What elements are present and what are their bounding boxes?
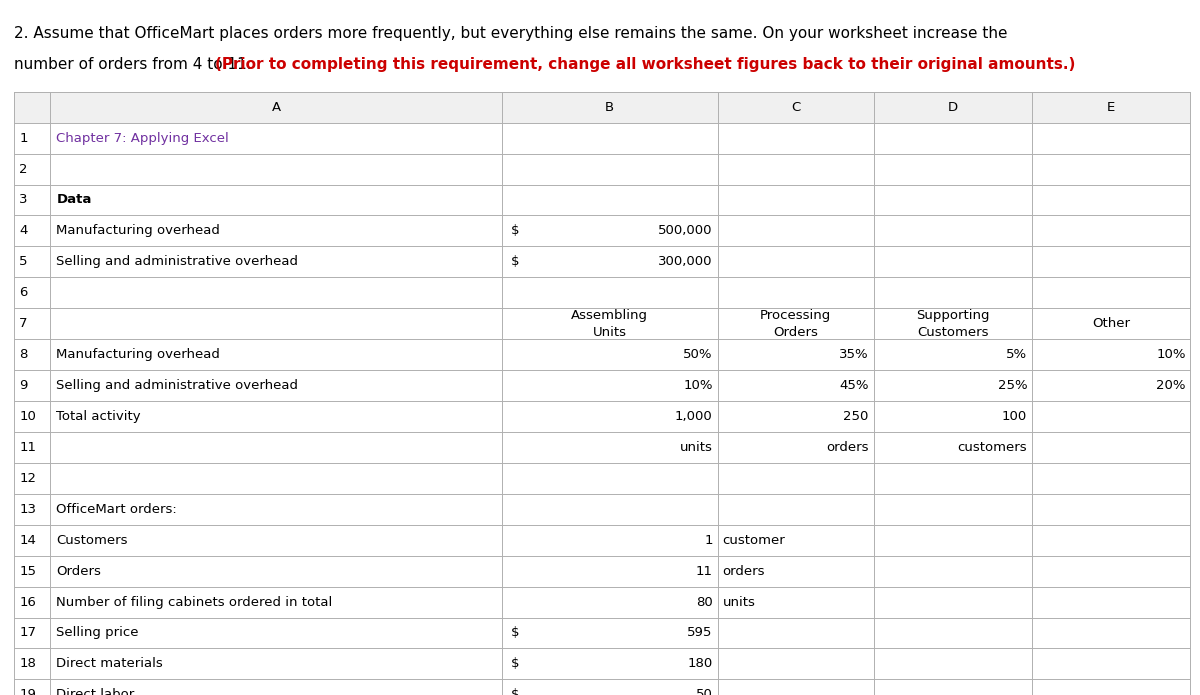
Text: Direct labor: Direct labor (56, 688, 134, 695)
Text: 80: 80 (696, 596, 713, 609)
Text: $: $ (511, 688, 520, 695)
Text: (Prior to completing this requirement, change all worksheet figures back to thei: (Prior to completing this requirement, c… (215, 57, 1075, 72)
Text: 250: 250 (844, 410, 869, 423)
Text: 5: 5 (19, 255, 28, 268)
Text: 100: 100 (1002, 410, 1027, 423)
Text: 2: 2 (19, 163, 28, 176)
Text: 11: 11 (696, 564, 713, 578)
Text: D: D (948, 101, 958, 114)
Text: 9: 9 (19, 379, 28, 392)
Text: Data: Data (56, 193, 91, 206)
Text: 1,000: 1,000 (676, 410, 713, 423)
Text: customers: customers (958, 441, 1027, 454)
Text: Manufacturing overhead: Manufacturing overhead (56, 224, 221, 238)
Text: Chapter 7: Applying Excel: Chapter 7: Applying Excel (56, 131, 229, 145)
Text: 4: 4 (19, 224, 28, 238)
Text: 180: 180 (688, 657, 713, 671)
Text: 17: 17 (19, 626, 36, 639)
Text: Selling price: Selling price (56, 626, 139, 639)
Text: OfficeMart orders:: OfficeMart orders: (56, 502, 178, 516)
Text: 6: 6 (19, 286, 28, 300)
Text: customer: customer (722, 534, 785, 547)
Text: 14: 14 (19, 534, 36, 547)
Text: 2. Assume that OfficeMart places orders more frequently, but everything else rem: 2. Assume that OfficeMart places orders … (14, 26, 1008, 42)
Text: E: E (1108, 101, 1115, 114)
Text: Direct materials: Direct materials (56, 657, 163, 671)
Text: 16: 16 (19, 596, 36, 609)
Text: Supporting
Customers: Supporting Customers (916, 309, 990, 338)
Text: 10%: 10% (1156, 348, 1186, 361)
Text: 45%: 45% (839, 379, 869, 392)
Text: units: units (680, 441, 713, 454)
Text: 50%: 50% (683, 348, 713, 361)
Text: 13: 13 (19, 502, 36, 516)
Bar (14, 92, 1190, 122)
Text: number of orders from 4 to 11.: number of orders from 4 to 11. (14, 57, 257, 72)
Text: $: $ (511, 255, 520, 268)
Text: 10: 10 (19, 410, 36, 423)
Text: 50: 50 (696, 688, 713, 695)
Text: 1: 1 (704, 534, 713, 547)
Text: C: C (791, 101, 800, 114)
Text: 11: 11 (19, 441, 36, 454)
Text: 1: 1 (19, 131, 28, 145)
Text: Customers: Customers (56, 534, 128, 547)
Text: orders: orders (722, 564, 764, 578)
Text: Manufacturing overhead: Manufacturing overhead (56, 348, 221, 361)
Text: 19: 19 (19, 688, 36, 695)
Text: Assembling
Units: Assembling Units (571, 309, 648, 338)
Text: 300,000: 300,000 (659, 255, 713, 268)
Text: 35%: 35% (839, 348, 869, 361)
Text: units: units (722, 596, 755, 609)
Text: 10%: 10% (683, 379, 713, 392)
Text: 15: 15 (19, 564, 36, 578)
Text: 5%: 5% (1006, 348, 1027, 361)
Text: Selling and administrative overhead: Selling and administrative overhead (56, 255, 299, 268)
Text: 8: 8 (19, 348, 28, 361)
Text: 25%: 25% (997, 379, 1027, 392)
Text: $: $ (511, 224, 520, 238)
Text: B: B (605, 101, 614, 114)
Text: 500,000: 500,000 (659, 224, 713, 238)
Text: 12: 12 (19, 472, 36, 485)
Text: Other: Other (1092, 317, 1130, 330)
Text: 595: 595 (688, 626, 713, 639)
Text: Orders: Orders (56, 564, 101, 578)
Text: A: A (271, 101, 281, 114)
Text: $: $ (511, 657, 520, 671)
Text: 3: 3 (19, 193, 28, 206)
Text: Number of filing cabinets ordered in total: Number of filing cabinets ordered in tot… (56, 596, 332, 609)
Text: 20%: 20% (1156, 379, 1186, 392)
Text: Total activity: Total activity (56, 410, 142, 423)
Text: orders: orders (827, 441, 869, 454)
Text: 18: 18 (19, 657, 36, 671)
Text: 7: 7 (19, 317, 28, 330)
Text: Processing
Orders: Processing Orders (760, 309, 832, 338)
Text: Selling and administrative overhead: Selling and administrative overhead (56, 379, 299, 392)
Text: $: $ (511, 626, 520, 639)
